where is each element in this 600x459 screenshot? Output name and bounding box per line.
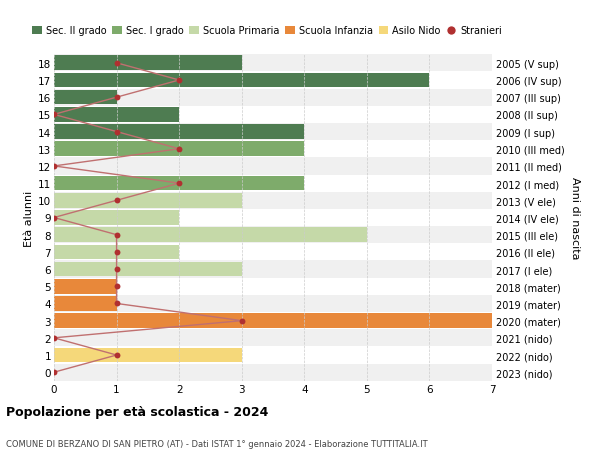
Point (175, 77, 184, 84)
Bar (54, 211, 179, 225)
Point (49, 112, 59, 119)
Bar (54, 72, 492, 90)
Bar (54, 228, 367, 242)
Bar (54, 141, 492, 158)
Point (112, 129, 121, 136)
Bar (54, 209, 492, 227)
Bar (54, 56, 242, 71)
Point (237, 317, 247, 325)
Bar (54, 125, 304, 140)
Bar (54, 91, 116, 105)
Bar (54, 176, 304, 191)
Y-axis label: Età alunni: Età alunni (24, 190, 34, 246)
Bar (54, 295, 492, 313)
Point (49, 163, 59, 170)
Bar (54, 227, 492, 244)
Y-axis label: Anni di nascita: Anni di nascita (571, 177, 580, 259)
Point (112, 231, 121, 239)
Bar (54, 108, 179, 123)
Point (49, 214, 59, 222)
Text: COMUNE DI BERZANO DI SAN PIETRO (AT) - Dati ISTAT 1° gennaio 2024 - Elaborazione: COMUNE DI BERZANO DI SAN PIETRO (AT) - D… (6, 439, 428, 448)
Point (112, 249, 121, 256)
Bar (54, 347, 492, 364)
Bar (54, 244, 492, 261)
Bar (54, 73, 430, 88)
Bar (54, 297, 116, 311)
Bar (54, 142, 304, 157)
Bar (54, 364, 492, 381)
Bar (54, 278, 492, 295)
Bar (54, 313, 492, 330)
Bar (54, 55, 492, 72)
Bar (54, 313, 492, 328)
Bar (54, 261, 492, 278)
Bar (54, 194, 242, 208)
Bar (54, 90, 492, 106)
Point (112, 352, 121, 359)
Bar (54, 245, 179, 260)
Bar (54, 348, 242, 363)
Point (175, 146, 184, 153)
Bar (54, 262, 242, 277)
Point (112, 300, 121, 308)
Bar (54, 192, 492, 209)
Point (112, 283, 121, 290)
Bar (54, 175, 492, 192)
Point (49, 335, 59, 342)
Bar (54, 280, 116, 294)
Point (112, 197, 121, 205)
Bar (54, 123, 492, 141)
Bar (54, 158, 492, 175)
Text: Popolazione per età scolastica - 2024: Popolazione per età scolastica - 2024 (6, 405, 268, 419)
Point (112, 60, 121, 67)
Bar (54, 330, 492, 347)
Point (175, 180, 184, 187)
Point (49, 369, 59, 376)
Bar (54, 106, 492, 123)
Legend: Sec. II grado, Sec. I grado, Scuola Primaria, Scuola Infanzia, Asilo Nido, Stran: Sec. II grado, Sec. I grado, Scuola Prim… (28, 22, 506, 40)
Point (112, 266, 121, 273)
Point (112, 94, 121, 101)
